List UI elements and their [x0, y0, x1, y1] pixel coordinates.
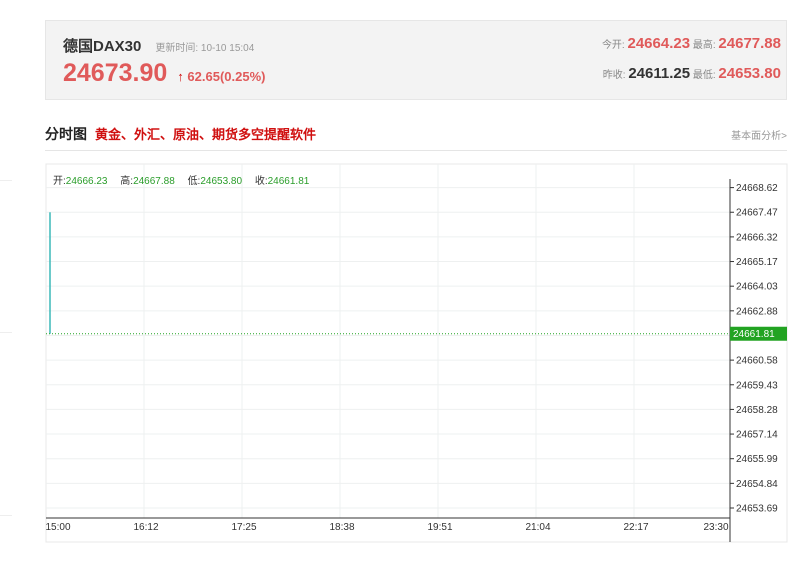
- y-tick-label: 24654.84: [736, 479, 778, 490]
- y-tick-label: 24668.62: [736, 183, 778, 194]
- y-tick-label: 24665.17: [736, 257, 778, 268]
- current-price-tag: [730, 326, 787, 341]
- high-label: 高:: [120, 176, 134, 187]
- fundamental-analysis-link[interactable]: 基本面分析>: [731, 131, 787, 142]
- x-tick-label: 23:30: [703, 522, 728, 533]
- divider: [45, 150, 787, 151]
- high-value: 24667.88: [133, 176, 175, 187]
- high-value: 24677.88: [718, 35, 781, 52]
- low-label: 低:: [187, 176, 201, 187]
- y-tick-label: 24658.28: [736, 405, 778, 416]
- price-row: 24673.90 ↑ 62.65(0.25%): [63, 59, 265, 88]
- low-label: 最低:: [692, 70, 716, 81]
- x-tick-label: 16:12: [133, 522, 158, 533]
- y-tick-label: 24655.99: [736, 454, 778, 465]
- y-tick-label: 24662.88: [736, 306, 778, 317]
- x-tick-label: 22:17: [623, 522, 648, 533]
- x-tick-label: 17:25: [231, 522, 256, 533]
- section-header: 分时图 黄金、外汇、原油、期货多空提醒软件: [45, 124, 316, 144]
- update-time: 更新时间: 10-10 15:04: [155, 39, 254, 54]
- instrument-name: 德国DAX30: [63, 38, 142, 55]
- divider: [0, 515, 12, 516]
- y-tick-label: 24660.58: [736, 356, 778, 367]
- price-change: ↑ 62.65(0.25%): [177, 69, 265, 84]
- close-value: 24661.81: [267, 176, 310, 187]
- x-tick-label: 21:04: [525, 522, 550, 533]
- update-time-value: 10-10 15:04: [200, 43, 255, 54]
- open-value: 24666.23: [65, 176, 108, 187]
- close-low-stats: 昨收: 24611.25 最低: 24653.80: [603, 65, 781, 82]
- y-tick-label: 24666.32: [736, 232, 778, 243]
- ohlc-readout: 开:24666.23 高:24667.88 低:24653.80 收:24661…: [53, 172, 319, 187]
- x-tick-label: 18:38: [329, 522, 354, 533]
- open-value: 24664.23: [627, 35, 691, 52]
- x-tick-label: 15:00: [45, 522, 70, 533]
- low-value: 24653.80: [200, 176, 243, 187]
- section-title: 分时图: [45, 126, 87, 142]
- update-label: 更新时间:: [155, 43, 199, 54]
- divider: [0, 180, 12, 181]
- prev-close-value: 24611.25: [628, 65, 691, 82]
- y-tick-label: 24667.47: [736, 208, 778, 219]
- current-price-label: 24661.81: [733, 329, 775, 340]
- y-tick-label: 24664.03: [736, 282, 778, 293]
- low-value: 24653.80: [718, 65, 781, 82]
- open-high-stats: 今开: 24664.23 最高: 24677.88: [602, 35, 781, 52]
- quote-panel: 德国DAX30 更新时间: 10-10 15:04 24673.90 ↑ 62.…: [45, 20, 787, 100]
- prev-close-label: 昨收:: [602, 70, 626, 81]
- chart-frame: [45, 163, 788, 543]
- close-label: 收:: [254, 176, 268, 187]
- arrow-up-icon: ↑: [177, 69, 184, 84]
- y-tick-label: 24659.43: [736, 380, 778, 391]
- y-tick-label: 24657.14: [736, 430, 778, 441]
- quote-header: 德国DAX30 更新时间: 10-10 15:04: [63, 35, 254, 56]
- y-tick-label: 24653.69: [736, 504, 778, 515]
- x-tick-label: 19:51: [427, 522, 452, 533]
- high-label: 最高:: [692, 40, 716, 51]
- open-label: 今开:: [601, 40, 625, 51]
- open-label: 开:: [53, 176, 66, 187]
- promo-link[interactable]: 黄金、外汇、原油、期货多空提醒软件: [95, 127, 317, 142]
- last-price: 24673.90: [63, 59, 168, 87]
- change-value: 62.65(0.25%): [187, 69, 266, 84]
- divider: [0, 332, 12, 333]
